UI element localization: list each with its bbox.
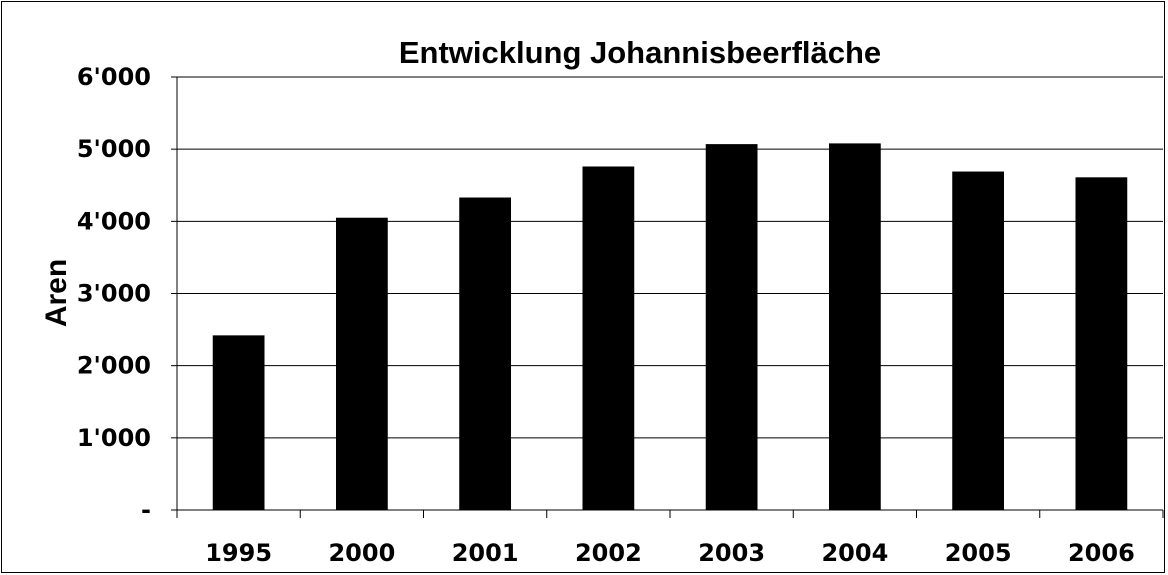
- y-tick-label: 3'000: [77, 280, 151, 308]
- gridlines: [171, 76, 1163, 511]
- x-tick-label: 2001: [452, 539, 519, 567]
- x-tick-label: 2002: [575, 539, 642, 567]
- x-tick-label: 2003: [698, 539, 765, 567]
- chart-title: Entwicklung Johannisbeerfläche: [399, 35, 881, 70]
- y-tick-label: -: [141, 496, 151, 524]
- x-tick-label: 2005: [945, 539, 1012, 567]
- bar-2004: [828, 143, 881, 511]
- x-tick-label: 2004: [821, 539, 888, 567]
- bar-1995: [212, 335, 265, 510]
- y-tick-label: 1'000: [77, 424, 151, 452]
- bar-2005: [952, 171, 1005, 510]
- axes: [176, 77, 1164, 518]
- bar-2002: [582, 166, 635, 510]
- x-tick-labels: 1995 2000 2001 2002 2003 2004 2005 2006: [205, 539, 1135, 567]
- y-tick-labels: - 1'000 2'000 3'000 4'000 5'000 6'000: [77, 63, 151, 524]
- y-tick-label: 4'000: [77, 207, 151, 235]
- bar-2003: [705, 144, 758, 511]
- y-tick-label: 2'000: [77, 352, 151, 380]
- bar-2001: [459, 197, 512, 511]
- y-tick-label: 6'000: [77, 63, 151, 91]
- x-tick-label: 2006: [1068, 539, 1135, 567]
- bar-2006: [1075, 177, 1128, 511]
- bars: [212, 143, 1128, 511]
- y-axis-label: Aren: [40, 259, 73, 327]
- x-tick-label: 2000: [328, 539, 395, 567]
- bar-2000: [335, 217, 388, 510]
- x-tick-label: 1995: [205, 539, 272, 567]
- y-tick-label: 5'000: [77, 135, 151, 163]
